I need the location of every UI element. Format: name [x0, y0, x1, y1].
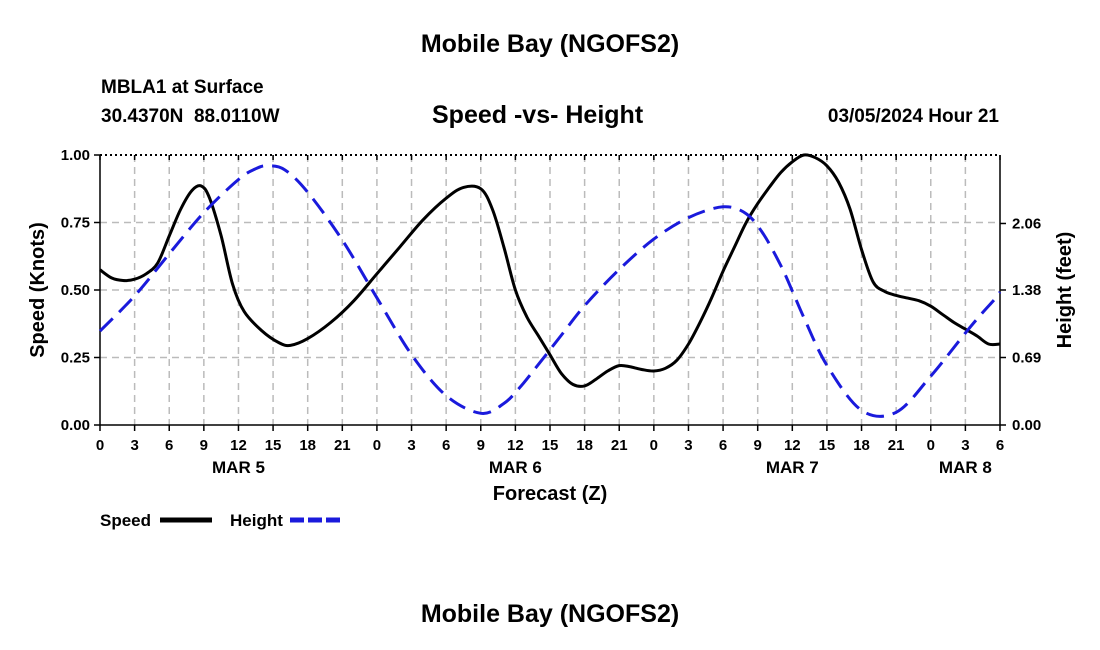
y2-tick-label: 0.69: [1012, 350, 1041, 367]
x-tick-label: 3: [961, 437, 969, 454]
chart-subtitle: Speed -vs- Height: [432, 101, 644, 129]
x-tick-label: 21: [888, 437, 905, 454]
x-tick-label: 6: [165, 437, 173, 454]
x-tick-label: 3: [407, 437, 415, 454]
x-tick-label: 0: [373, 437, 381, 454]
series-line-height: [98, 164, 1002, 418]
datetime-label: 03/05/2024 Hour 21: [827, 106, 999, 127]
x-tick-label: 9: [200, 437, 208, 454]
x-tick-label: 18: [299, 437, 316, 454]
x-tick-label: 0: [96, 437, 104, 454]
page-title: Mobile Bay (NGOFS2): [420, 30, 680, 58]
legend-label-speed: Speed: [100, 511, 151, 530]
x-tick-label: 9: [477, 437, 485, 454]
x-tick-label: 15: [819, 437, 836, 454]
x-tick-label: 21: [611, 437, 628, 454]
y2-tick-label: 0.00: [1012, 417, 1041, 434]
x-tick-label: 15: [265, 437, 282, 454]
y-tick-label: 0.75: [61, 215, 90, 232]
x-tick-label: 18: [576, 437, 593, 454]
date-label: MAR 7: [766, 458, 819, 477]
x-tick-label: 3: [130, 437, 138, 454]
x-tick-label: 6: [996, 437, 1004, 454]
x-tick-label: 9: [754, 437, 762, 454]
legend-label-height: Height: [230, 511, 283, 530]
y-tick-label: 0.00: [61, 417, 90, 434]
series-line-speed: [99, 153, 1001, 388]
date-label: MAR 6: [489, 458, 542, 477]
station-label: MBLA1 at Surface: [101, 77, 264, 98]
x-tick-label: 3: [684, 437, 692, 454]
footer-title: Mobile Bay (NGOFS2): [420, 600, 680, 628]
x-tick-label: 6: [719, 437, 727, 454]
x-tick-label: 12: [507, 437, 524, 454]
x-tick-label: 15: [542, 437, 559, 454]
x-tick-label: 12: [230, 437, 247, 454]
x-tick-label: 0: [650, 437, 658, 454]
date-label: MAR 8: [939, 458, 992, 477]
y-tick-label: 1.00: [61, 147, 90, 164]
x-tick-label: 6: [442, 437, 450, 454]
y2-tick-label: 2.06: [1012, 215, 1041, 232]
date-label: MAR 5: [212, 458, 265, 477]
x-tick-label: 12: [784, 437, 801, 454]
y2-axis-label: Height (feet): [1054, 232, 1076, 349]
x-tick-label: 21: [334, 437, 351, 454]
y2-tick-label: 1.38: [1012, 282, 1041, 299]
x-tick-label: 18: [853, 437, 870, 454]
y-tick-label: 0.50: [61, 282, 90, 299]
y-axis-label: Speed (Knots): [27, 222, 49, 358]
x-axis-label: Forecast (Z): [493, 483, 607, 505]
x-tick-label: 0: [927, 437, 935, 454]
coordinates-label: 30.4370N 88.0110W: [101, 106, 280, 127]
y-tick-label: 0.25: [61, 350, 90, 367]
